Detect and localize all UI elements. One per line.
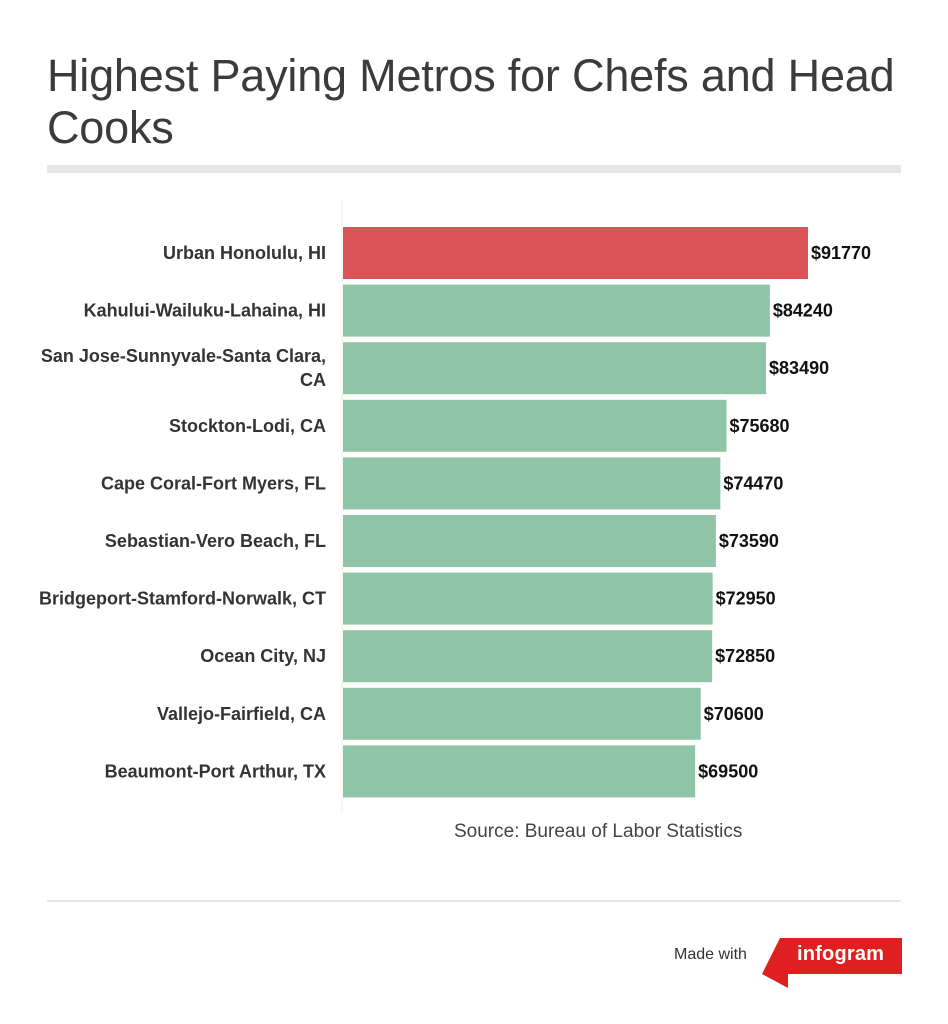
bar[interactable] bbox=[343, 630, 713, 683]
infogram-logo-text[interactable]: infogram bbox=[797, 943, 885, 965]
value-label: $83490 bbox=[769, 358, 829, 378]
bar-chart: $91770 Urban Honolulu, HI $84240 Kahului-Wa… bbox=[39, 200, 871, 812]
category-label: Urban Honolulu, HI bbox=[163, 243, 326, 263]
value-label: $75680 bbox=[729, 416, 789, 436]
bar[interactable] bbox=[343, 227, 808, 279]
title-divider bbox=[47, 165, 901, 173]
source-note: Source: Bureau of Labor Statistics bbox=[454, 821, 743, 842]
bar[interactable] bbox=[343, 572, 713, 625]
bar[interactable] bbox=[343, 515, 716, 567]
chart-title: Highest Paying Metros for Chefs and Head… bbox=[47, 50, 895, 153]
value-label: $70600 bbox=[704, 704, 764, 724]
made-with-text: Made with bbox=[674, 946, 747, 963]
value-label: $84240 bbox=[773, 301, 833, 321]
category-label: San Jose-Sunnyvale-Santa Clara, CA bbox=[41, 346, 326, 390]
value-label: $74470 bbox=[723, 473, 783, 493]
bar[interactable] bbox=[343, 457, 721, 510]
category-label: Sebastian-Vero Beach, FL bbox=[105, 531, 326, 551]
bar[interactable] bbox=[343, 745, 696, 798]
value-label: $72850 bbox=[715, 646, 775, 666]
category-label: Bridgeport-Stamford-Norwalk, CT bbox=[39, 589, 326, 609]
bar[interactable] bbox=[343, 399, 727, 452]
value-label: $72950 bbox=[716, 589, 776, 609]
infogram-logo-icon[interactable] bbox=[762, 936, 902, 988]
category-label: Cape Coral-Fort Myers, FL bbox=[101, 473, 326, 493]
bar[interactable] bbox=[343, 342, 767, 395]
category-label: Vallejo-Fairfield, CA bbox=[157, 704, 326, 724]
category-label: Ocean City, NJ bbox=[200, 646, 326, 666]
bar[interactable] bbox=[343, 687, 701, 740]
category-label: Kahului-Wailuku-Lahaina, HI bbox=[84, 301, 326, 321]
footer-divider bbox=[47, 900, 901, 902]
value-label: $91770 bbox=[811, 243, 871, 263]
value-label: $69500 bbox=[698, 761, 758, 781]
category-label: Beaumont-Port Arthur, TX bbox=[105, 761, 326, 781]
bar[interactable] bbox=[343, 284, 770, 337]
category-label: Stockton-Lodi, CA bbox=[169, 416, 326, 436]
value-label: $73590 bbox=[719, 531, 779, 551]
